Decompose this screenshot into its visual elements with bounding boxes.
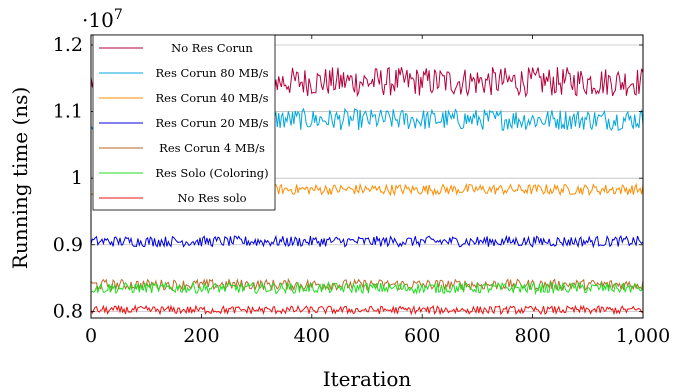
x-tick-label: 200 — [183, 325, 219, 347]
series-line-7 — [90, 304, 644, 316]
legend: No Res Corun Res Corun 80 MB/s Res Corun 4… — [92, 34, 276, 211]
x-tick-label: 1,000 — [616, 325, 670, 347]
y-tick-label: 0.8 — [53, 300, 83, 322]
x-tick-label: 800 — [514, 325, 550, 347]
axis-ticks: 0 200 400 600 800 1,000 0.8 0.9 1 1.1 1.2 — [53, 34, 670, 347]
legend-label: Res Solo (Coloring) — [155, 166, 268, 180]
series-line-6 — [90, 280, 644, 296]
series-line-4 — [90, 234, 644, 249]
legend-label: Res Corun 4 MB/s — [159, 141, 265, 155]
plot-frame — [90, 34, 644, 319]
legend-label: No Res Corun — [171, 41, 253, 55]
x-tick-label: 600 — [404, 325, 440, 347]
legend-label: Res Corun 80 MB/s — [155, 66, 268, 80]
x-tick-label: 0 — [85, 325, 97, 347]
y-axis-label: Running time (ns) — [8, 87, 32, 269]
x-axis-label: Iteration — [323, 367, 412, 391]
legend-label: No Res solo — [177, 191, 246, 205]
legend-label: Res Corun 40 MB/s — [155, 91, 268, 105]
y-tick-label: 1.2 — [53, 34, 83, 56]
y-tick-label: 0.9 — [53, 234, 83, 256]
legend-label: Res Corun 20 MB/s — [155, 116, 268, 130]
x-tick-label: 400 — [294, 325, 330, 347]
y-tick-label: 1.1 — [53, 101, 83, 123]
y-tick-label: 1 — [71, 167, 83, 189]
y-scale-factor: ·107 — [82, 7, 123, 32]
